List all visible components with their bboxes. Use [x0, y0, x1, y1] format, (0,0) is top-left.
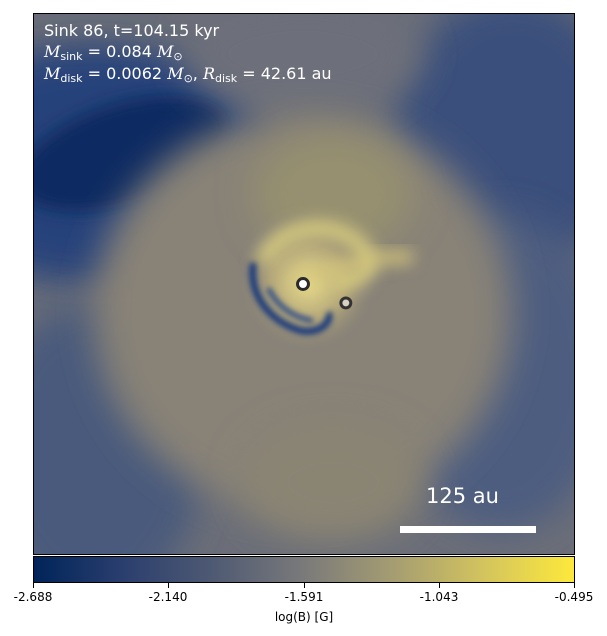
colorbar-tick-label: -0.495: [554, 590, 594, 604]
colorbar: [33, 556, 575, 583]
scale-bar-label: 125 au: [426, 484, 499, 508]
colorbar-tick: [304, 583, 305, 588]
sink-marker: [339, 296, 353, 310]
colorbar-tick: [574, 583, 575, 588]
colorbar-tick: [33, 583, 34, 588]
disk-label: Mdisk = 0.0062 M⊙, Rdisk = 42.61 au: [44, 64, 332, 85]
colorbar-tick-label: -2.688: [13, 590, 53, 604]
colorbar-tick: [168, 583, 169, 588]
sink-title: Sink 86, t=104.15 kyr: [44, 21, 220, 40]
colorbar-tick-label: -2.140: [148, 590, 188, 604]
sink-mass-label: Msink = 0.084 M⊙: [44, 42, 183, 63]
colorbar-label: log(B) [G]: [274, 610, 334, 624]
colorbar-tick-label: -1.591: [284, 590, 324, 604]
scale-bar: [400, 526, 536, 533]
field-image: [34, 14, 574, 554]
colorbar-tick: [439, 583, 440, 588]
sink-marker: [296, 277, 310, 291]
colorbar-tick-label: -1.043: [419, 590, 459, 604]
magnetic-field-map: Sink 86, t=104.15 kyr Msink = 0.084 M⊙ M…: [33, 13, 575, 555]
